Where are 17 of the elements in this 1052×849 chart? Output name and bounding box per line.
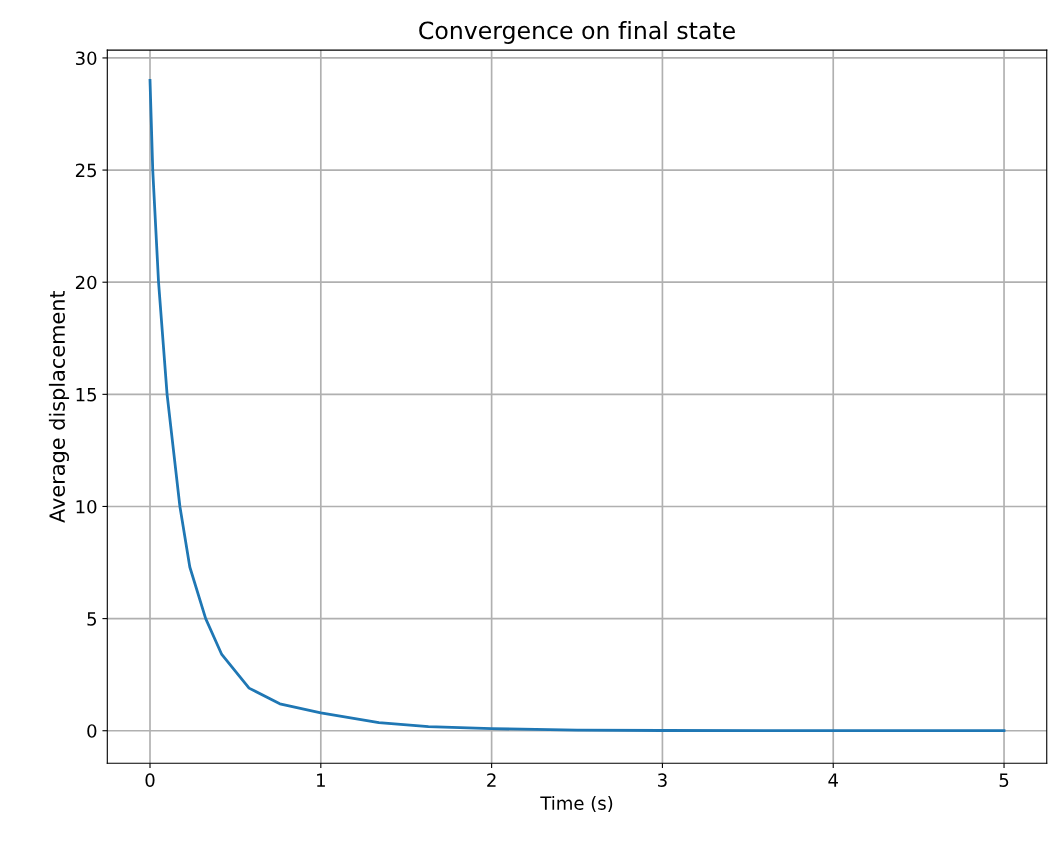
y-tick-label: 20 <box>75 275 97 290</box>
x-tick-label: 4 <box>828 773 838 787</box>
y-tick-label: 10 <box>76 499 97 514</box>
x-tick-label: 5 <box>999 773 1009 787</box>
x-tick-label: 3 <box>658 773 667 787</box>
y-axis-title: Average displacement <box>48 290 70 523</box>
x-tick-label: 2 <box>487 773 496 787</box>
y-tick-label: 30 <box>75 51 97 66</box>
chart-title: Convergence on final state <box>419 21 735 44</box>
x-axis-title: Time (s) <box>540 796 613 813</box>
y-tick-label: 0 <box>87 724 97 738</box>
line-series <box>148 78 1006 733</box>
x-tick-label: 0 <box>145 773 155 787</box>
x-tick-label: 1 <box>317 773 325 787</box>
y-tick-label: 5 <box>87 612 96 626</box>
y-tick-label: 25 <box>75 163 96 178</box>
y-tick-label: 15 <box>76 388 96 402</box>
